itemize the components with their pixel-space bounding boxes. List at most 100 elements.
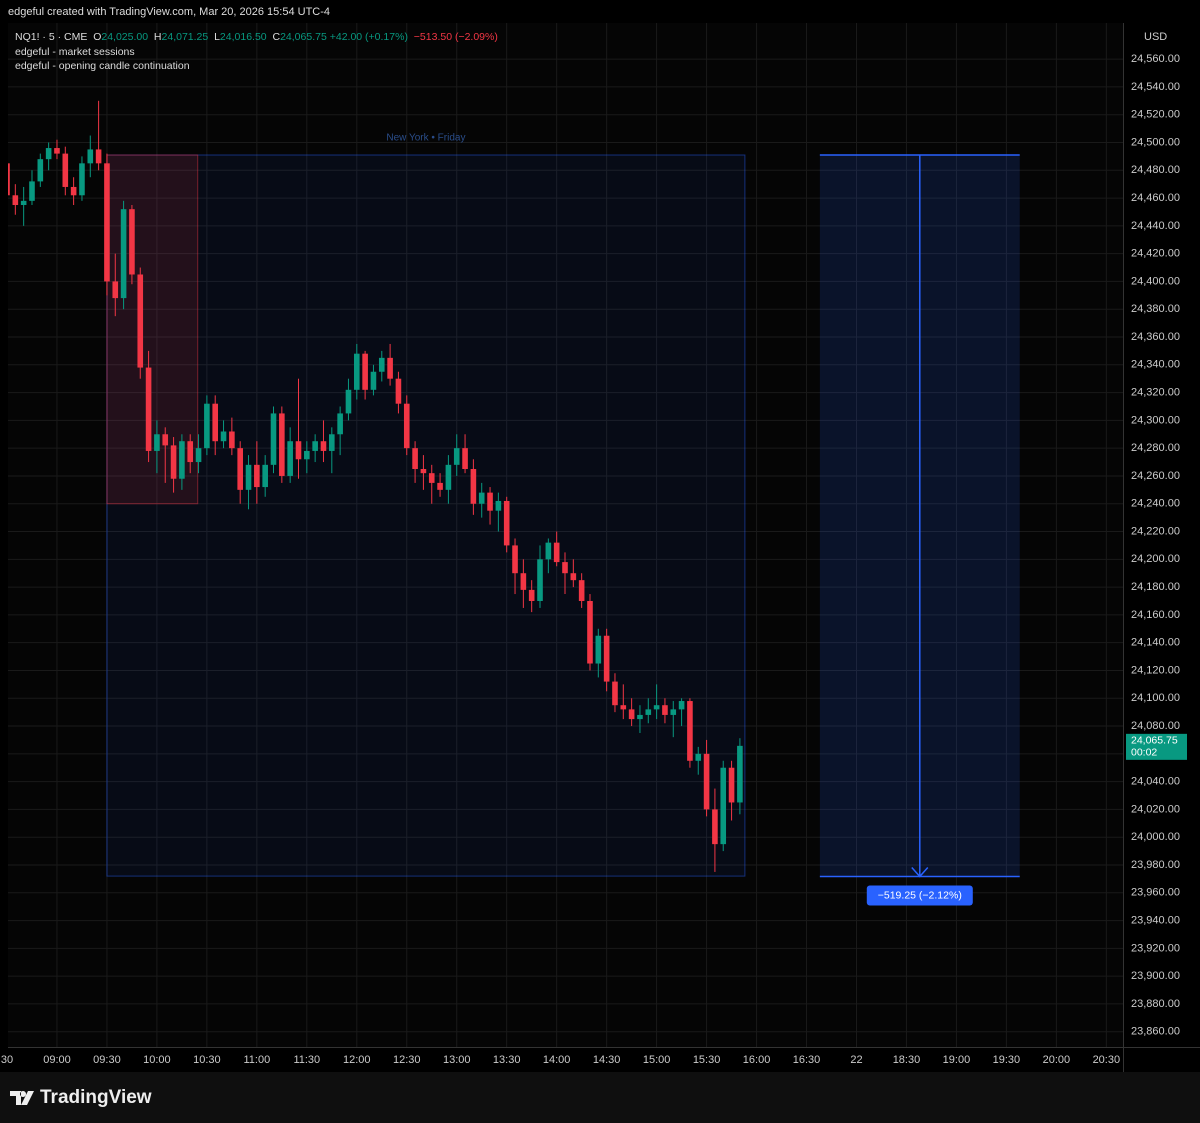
candle-body bbox=[587, 600, 593, 664]
candle-body bbox=[687, 701, 693, 761]
y-tick-label: 24,400.00 bbox=[1131, 275, 1180, 287]
candle-body bbox=[528, 589, 535, 601]
candle-body bbox=[45, 148, 52, 160]
y-tick-label: 24,120.00 bbox=[1131, 664, 1180, 676]
y-tick-label: 24,280.00 bbox=[1131, 442, 1180, 454]
x-tick-label: 09:00 bbox=[43, 1054, 71, 1066]
candle-body bbox=[320, 441, 327, 451]
candle-body bbox=[12, 195, 19, 206]
indicator: edgeful - market sessions bbox=[15, 45, 135, 58]
candle-body bbox=[170, 445, 177, 479]
x-tick-label: 11:30 bbox=[293, 1054, 320, 1066]
y-tick-label: 24,260.00 bbox=[1131, 470, 1180, 482]
candle-body bbox=[8, 163, 10, 196]
x-tick-label: 13:00 bbox=[443, 1054, 471, 1066]
candle-body bbox=[370, 371, 377, 390]
candle-body bbox=[603, 635, 610, 682]
candle-body bbox=[195, 448, 202, 463]
x-tick-label: 30 bbox=[1, 1054, 13, 1066]
y-tick-label: 24,340.00 bbox=[1131, 359, 1180, 371]
y-tick-label: 24,460.00 bbox=[1131, 192, 1180, 204]
candle-body bbox=[54, 148, 60, 154]
o-label: O bbox=[93, 31, 102, 43]
candle-body bbox=[395, 378, 402, 404]
measure-label: −519.25 (−2.12%) bbox=[878, 890, 962, 902]
candle-body bbox=[495, 500, 502, 511]
y-tick-label: 24,160.00 bbox=[1131, 609, 1180, 621]
y-tick-label: 23,980.00 bbox=[1131, 859, 1180, 871]
candle-body bbox=[620, 705, 627, 710]
x-tick-label: 10:00 bbox=[143, 1054, 171, 1066]
legend: NQ1! · 5 · CME O24,025.00 H24,071.25 L24… bbox=[15, 30, 498, 74]
y-tick-label: 24,380.00 bbox=[1131, 303, 1180, 315]
candle-body bbox=[29, 181, 35, 201]
y-tick-label: 24,000.00 bbox=[1131, 831, 1180, 843]
l-label: L bbox=[214, 31, 220, 43]
candle-body bbox=[445, 464, 452, 490]
candle-body bbox=[312, 441, 318, 451]
session-label: New York • Friday bbox=[386, 133, 465, 144]
h-label: H bbox=[153, 31, 162, 43]
candle-body bbox=[79, 163, 85, 196]
y-tick-label: 23,900.00 bbox=[1131, 970, 1180, 982]
y-tick-label: 24,020.00 bbox=[1131, 803, 1180, 815]
candle-body bbox=[553, 542, 560, 563]
candle-body bbox=[378, 357, 385, 372]
candle-body bbox=[95, 149, 102, 164]
x-tick-label: 12:30 bbox=[393, 1054, 421, 1066]
change: +42.00 (+0.17%) bbox=[329, 31, 408, 43]
candle-body bbox=[570, 573, 577, 581]
candle-body bbox=[304, 450, 310, 460]
x-tick-label: 19:00 bbox=[943, 1054, 971, 1066]
candle-body bbox=[295, 441, 302, 460]
y-tick-label: 24,540.00 bbox=[1131, 81, 1180, 93]
y-tick-label: 24,420.00 bbox=[1131, 248, 1180, 260]
logo-icon bbox=[10, 1091, 34, 1105]
x-tick-label: 13:30 bbox=[493, 1054, 521, 1066]
candle-body bbox=[287, 441, 293, 476]
logo: TradingView bbox=[40, 1087, 152, 1108]
candle-body bbox=[20, 200, 27, 206]
candle-body bbox=[678, 701, 685, 710]
header: edgeful created with TradingView.com, Ma… bbox=[8, 6, 331, 18]
candle-body bbox=[462, 448, 468, 470]
y-tick-label: 24,440.00 bbox=[1131, 220, 1180, 232]
legend-row: NQ1! · 5 · CME O24,025.00 H24,071.25 L24… bbox=[15, 30, 498, 45]
candle-body bbox=[345, 389, 352, 414]
candle-body bbox=[204, 403, 210, 449]
y-tick-label: 24,320.00 bbox=[1131, 386, 1180, 398]
candle-body bbox=[428, 473, 435, 483]
plot: New York • Friday −519.25 (−2.12%) bbox=[8, 23, 1123, 1047]
x-tick-label: 15:00 bbox=[643, 1054, 671, 1066]
candle-body bbox=[279, 413, 285, 476]
y-tick-label: 23,860.00 bbox=[1131, 1026, 1180, 1038]
candle-body bbox=[645, 709, 652, 715]
candle-body bbox=[187, 441, 194, 463]
candle-body bbox=[129, 209, 135, 275]
candle-body bbox=[387, 357, 393, 379]
candle-body bbox=[254, 464, 260, 488]
candle-body bbox=[112, 281, 119, 299]
candle-body bbox=[712, 809, 718, 845]
candle-body bbox=[453, 448, 460, 465]
x-tick-label: 15:30 bbox=[693, 1054, 721, 1066]
candle-body bbox=[487, 492, 493, 511]
candle-body bbox=[637, 714, 643, 720]
y-tick-label: 24,180.00 bbox=[1131, 581, 1180, 593]
day-change: −513.50 (−2.09%) bbox=[413, 31, 498, 43]
y-tick-label: 24,300.00 bbox=[1131, 414, 1180, 426]
candle-body bbox=[562, 562, 568, 574]
x-tick-label: 18:30 bbox=[893, 1054, 921, 1066]
y-tick-label: 24,500.00 bbox=[1131, 136, 1180, 148]
session-box bbox=[106, 154, 746, 877]
y-tick-label: 24,040.00 bbox=[1131, 776, 1180, 788]
y-tick-label: 23,920.00 bbox=[1131, 942, 1180, 954]
x-tick-label: 20:00 bbox=[1043, 1054, 1071, 1066]
candle-body bbox=[420, 469, 427, 474]
candle-body bbox=[353, 353, 360, 390]
y-tick-label: 24,560.00 bbox=[1131, 53, 1180, 65]
l: 24,016.50 bbox=[219, 31, 267, 43]
measure-label-bg bbox=[866, 885, 973, 906]
candle-body bbox=[670, 709, 677, 715]
